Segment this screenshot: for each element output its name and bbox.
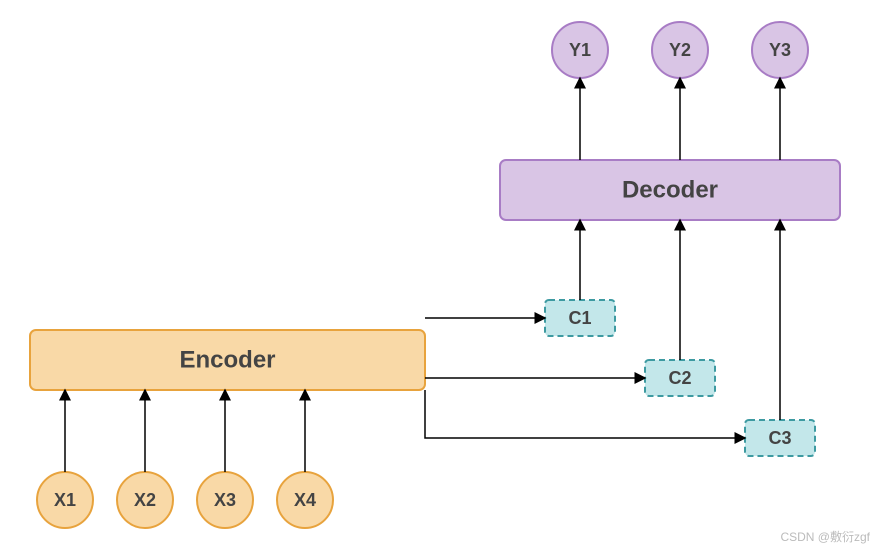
context-label-c2: C2 (668, 368, 691, 388)
input-label-x4: X4 (294, 490, 316, 510)
input-label-x3: X3 (214, 490, 236, 510)
input-label-x1: X1 (54, 490, 76, 510)
decoder-label: Decoder (622, 177, 718, 204)
encoder-decoder-diagram: Encoder Decoder X1 X2 X3 X4 Y1 Y2 Y3 C1 C2 C3 CSDN @… (0, 0, 880, 549)
output-label-y2: Y2 (669, 40, 691, 60)
output-label-y3: Y3 (769, 40, 791, 60)
output-label-y1: Y1 (569, 40, 591, 60)
encoder-label: Encoder (179, 347, 275, 374)
context-label-c3: C3 (768, 428, 791, 448)
input-label-x2: X2 (134, 490, 156, 510)
watermark-text: CSDN @敷衍zgf (780, 529, 870, 544)
context-label-c1: C1 (568, 308, 591, 328)
